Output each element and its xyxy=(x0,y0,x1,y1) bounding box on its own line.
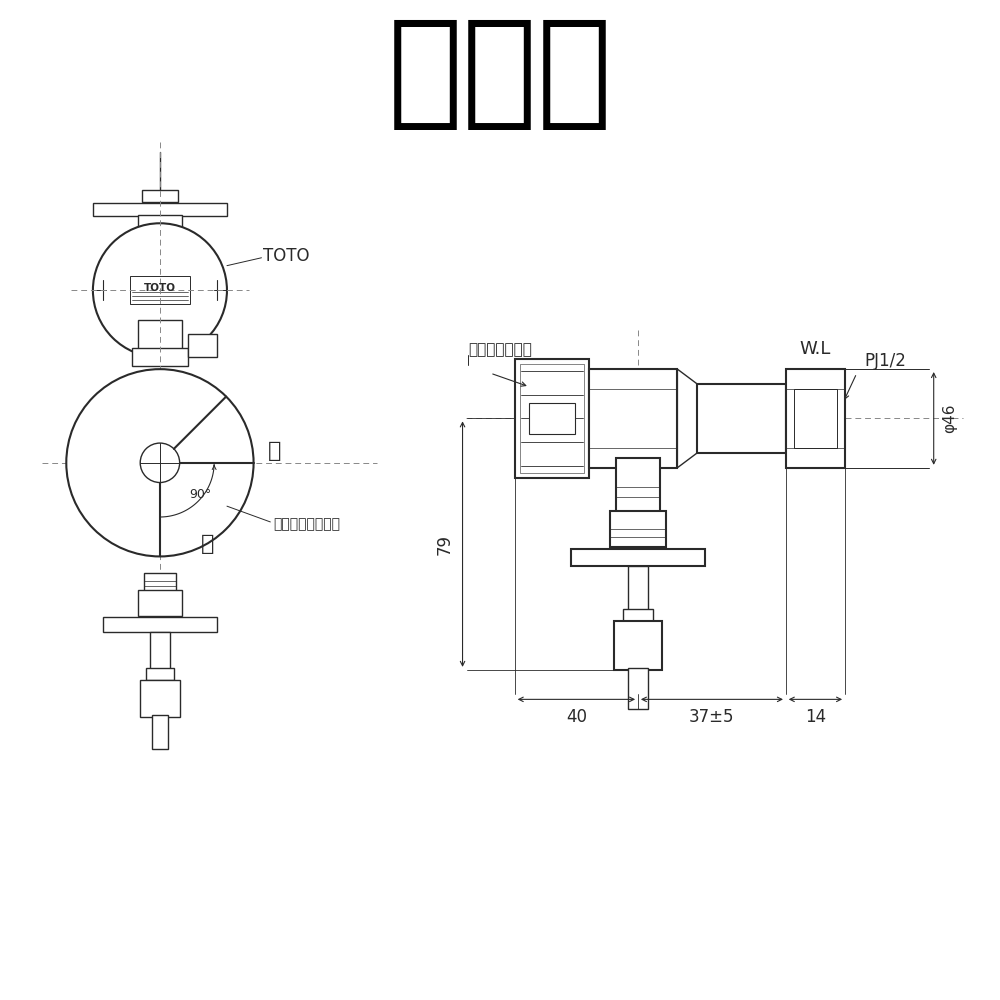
Bar xyxy=(103,617,217,632)
Polygon shape xyxy=(677,369,697,468)
Bar xyxy=(571,549,705,566)
Bar xyxy=(628,566,648,611)
Text: ペールホワイト: ペールホワイト xyxy=(468,342,532,357)
Text: 尺寸圖: 尺寸圖 xyxy=(388,13,612,134)
Bar xyxy=(628,668,648,709)
Bar xyxy=(93,203,227,216)
Text: 79: 79 xyxy=(436,534,454,555)
Bar xyxy=(138,215,182,241)
Bar xyxy=(794,389,837,448)
Bar xyxy=(623,609,653,621)
Bar xyxy=(520,364,584,473)
Bar xyxy=(152,715,168,749)
Bar xyxy=(529,403,575,434)
Bar xyxy=(138,320,182,349)
Text: 開: 開 xyxy=(201,534,215,554)
Text: 14: 14 xyxy=(805,708,826,726)
Bar xyxy=(150,632,170,670)
Bar xyxy=(144,573,176,591)
Text: 37±5: 37±5 xyxy=(689,708,735,726)
Circle shape xyxy=(93,223,227,357)
Bar xyxy=(130,276,190,304)
Bar xyxy=(614,621,662,670)
Text: 40: 40 xyxy=(566,708,587,726)
Bar xyxy=(188,334,217,357)
Text: W.L: W.L xyxy=(800,340,831,358)
Text: TOTO: TOTO xyxy=(263,247,310,265)
Bar xyxy=(786,369,845,468)
Circle shape xyxy=(140,443,180,483)
Bar xyxy=(616,458,660,512)
Bar xyxy=(610,511,666,547)
Text: TOTO: TOTO xyxy=(144,283,176,293)
Text: ハンドル回転角度: ハンドル回転角度 xyxy=(273,517,340,531)
Bar xyxy=(140,680,180,717)
Circle shape xyxy=(66,369,254,556)
Bar xyxy=(146,668,174,680)
Bar xyxy=(138,590,182,616)
Text: PJ1/2: PJ1/2 xyxy=(865,352,907,370)
Text: 開: 開 xyxy=(268,441,282,461)
Bar xyxy=(515,359,589,478)
Text: 90°: 90° xyxy=(190,488,212,501)
Bar xyxy=(142,190,178,202)
Bar xyxy=(697,384,786,453)
Bar xyxy=(132,348,188,366)
Text: φ46: φ46 xyxy=(942,404,957,433)
Bar xyxy=(589,369,677,468)
